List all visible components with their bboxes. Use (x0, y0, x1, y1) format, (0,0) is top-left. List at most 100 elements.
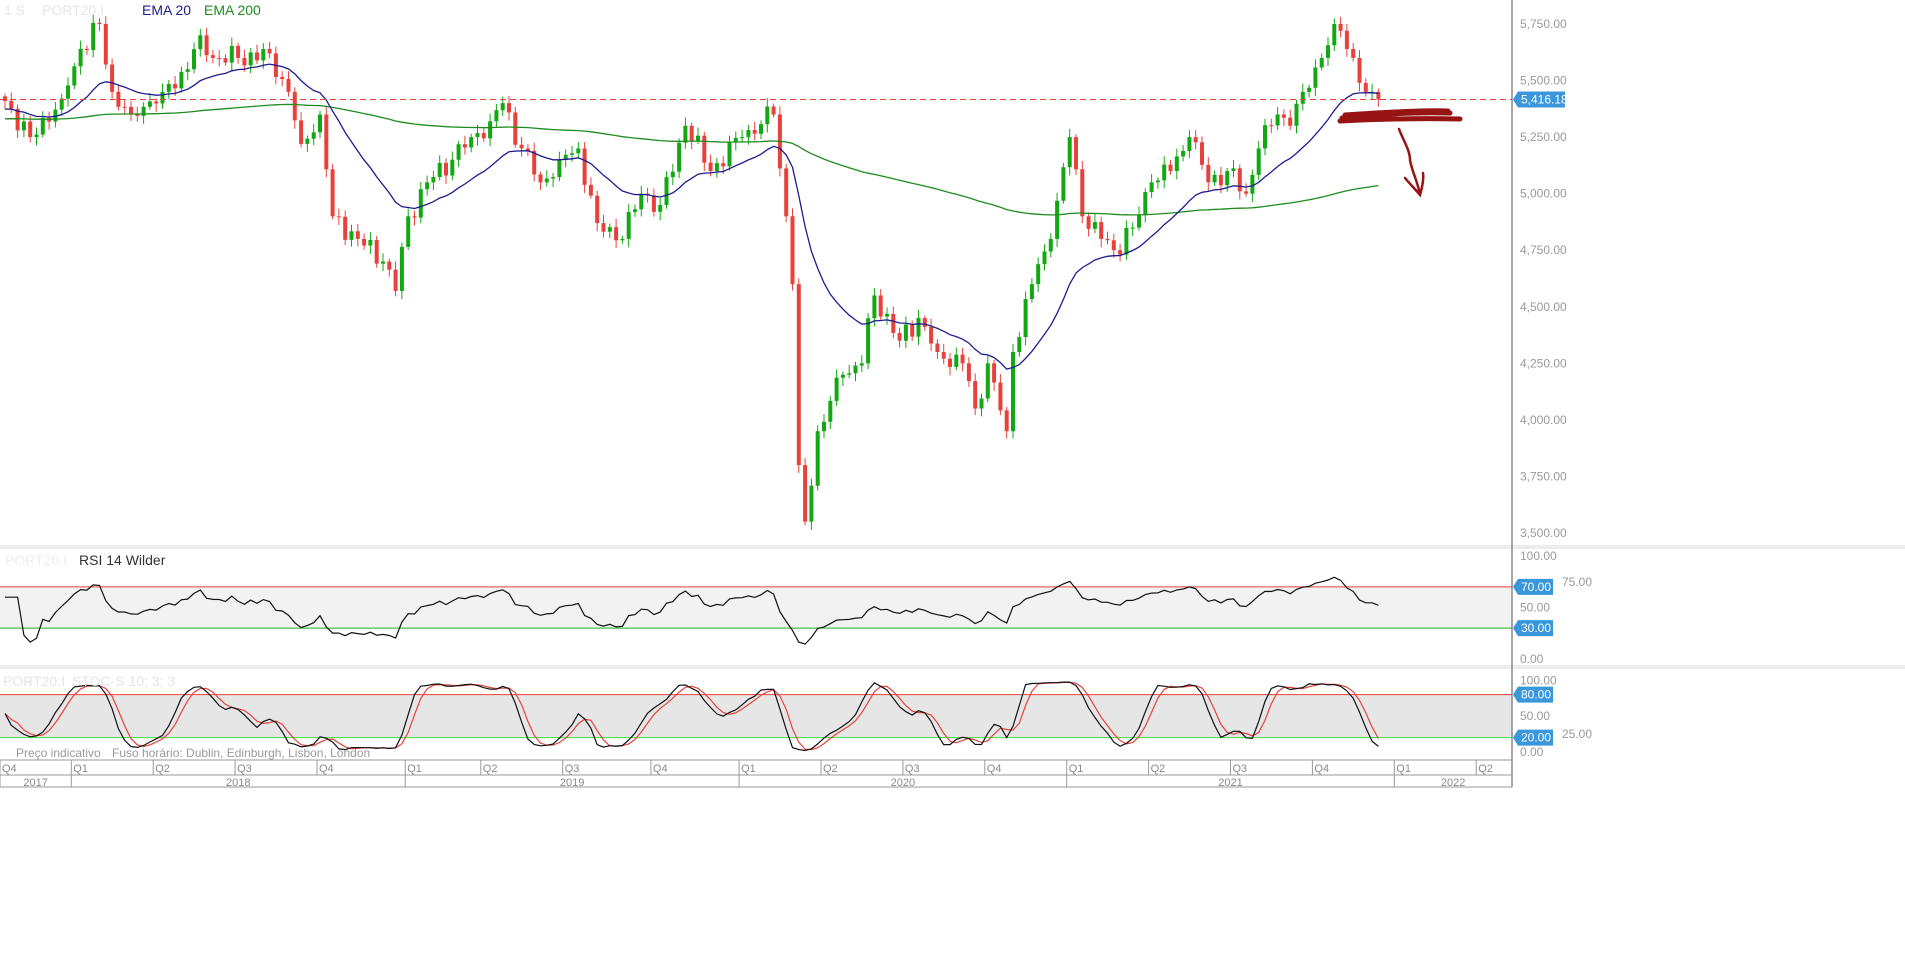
candle-body (727, 142, 732, 167)
candle-body (1212, 174, 1217, 183)
candle-body (255, 52, 259, 61)
candle-body (733, 137, 738, 143)
candle-body (1225, 171, 1230, 186)
candle-body (966, 363, 971, 382)
quarter-label: Q2 (823, 763, 838, 775)
candle-body (1105, 238, 1110, 241)
candle-body (135, 114, 140, 116)
candle-body (828, 400, 833, 422)
candle (922, 315, 927, 332)
stoch-title[interactable]: STOC-S 10; 3; 3 (72, 673, 175, 689)
candle (1370, 83, 1375, 100)
candle-body (355, 231, 360, 239)
candle (481, 128, 486, 142)
last-price-label: 5,416.18 (1521, 93, 1568, 107)
candle-body (872, 295, 877, 319)
candle (985, 355, 990, 403)
timezone-note: Fuso horário: Dublin, Edinburgh, Lisbon,… (112, 746, 370, 760)
candle (979, 393, 984, 417)
quarter-label: Q1 (1069, 763, 1084, 775)
candle (992, 359, 997, 391)
candle (444, 158, 448, 184)
candle-body (66, 85, 70, 99)
candle-body (696, 135, 700, 141)
rsi-level-label: 30.00 (1521, 621, 1551, 635)
candle-body (897, 333, 902, 341)
candle (1055, 192, 1060, 247)
candle-body (1307, 87, 1312, 92)
candle (1231, 159, 1236, 177)
candle-body (1162, 164, 1167, 181)
candle (381, 253, 385, 272)
candle-body (1086, 216, 1091, 229)
candle-body (576, 148, 581, 154)
candle (255, 44, 259, 65)
candle-body (374, 240, 379, 264)
year-label: 2017 (23, 777, 47, 789)
candle-body (1376, 91, 1381, 100)
candle-body (1074, 137, 1078, 170)
stoch-level-label: 20.00 (1521, 731, 1551, 745)
candle (91, 14, 96, 58)
candle (450, 151, 455, 181)
rsi-level-tag (1513, 620, 1553, 637)
candle-body (324, 114, 329, 170)
candle (141, 102, 146, 124)
candle-body (582, 148, 587, 185)
candle (248, 47, 253, 74)
candle (1011, 343, 1015, 439)
price-tick-label: 3,500.00 (1520, 526, 1567, 540)
candle-body (847, 373, 852, 375)
ema20-legend[interactable]: EMA 20 (142, 2, 191, 18)
price-tick-label: 4,500.00 (1520, 300, 1567, 314)
candle (519, 136, 524, 157)
candle-body (1250, 174, 1255, 194)
candle-body (185, 69, 190, 72)
candle-body (9, 100, 14, 109)
candle (66, 77, 70, 107)
candle (878, 289, 883, 320)
candle-body (714, 163, 719, 172)
candle (544, 170, 549, 187)
candle (507, 95, 511, 121)
candle-body (1244, 191, 1249, 194)
candle (78, 40, 83, 75)
candle (677, 138, 682, 179)
rsi-line (5, 576, 1379, 645)
candle-body (796, 284, 801, 466)
candle-body (173, 84, 178, 89)
candle (166, 80, 171, 99)
hand-drawn-annotation (1337, 108, 1463, 198)
ema200-line (4, 103, 1379, 216)
candle (305, 135, 310, 152)
panel-separator[interactable] (0, 665, 1905, 669)
panel-separator[interactable] (0, 545, 1905, 549)
candle (626, 203, 631, 248)
time-axis[interactable]: Q4 Q1 Q2 Q3 Q4 Q1 Q2 Q3 Q4 Q1 Q2 Q3 Q4 Q1 Q2 Q3 Q4 Q1 Q2 20… (0, 760, 1493, 789)
ema200-legend[interactable]: EMA 200 (204, 2, 261, 18)
candle (620, 235, 625, 244)
candle (1105, 231, 1110, 245)
candle-body (998, 382, 1003, 411)
candle (368, 232, 373, 254)
candle (601, 214, 606, 238)
rsi-title[interactable]: RSI 14 Wilder (79, 552, 166, 568)
candle-body (1017, 337, 1022, 353)
candle-body (292, 91, 297, 121)
candle (21, 113, 26, 138)
candle (242, 49, 247, 72)
candle (236, 42, 241, 64)
rsi-symbol-label: PORT20.I (5, 552, 67, 568)
quarter-label: Q2 (1151, 763, 1166, 775)
candle (469, 133, 474, 153)
quarter-label: Q1 (1396, 763, 1411, 775)
candle (1149, 173, 1154, 198)
candle (828, 396, 833, 430)
candle-body (299, 120, 304, 144)
candle-body (1130, 227, 1135, 229)
candle (733, 131, 738, 151)
candle-body (815, 431, 820, 486)
candle (633, 204, 637, 217)
candle (336, 208, 341, 225)
